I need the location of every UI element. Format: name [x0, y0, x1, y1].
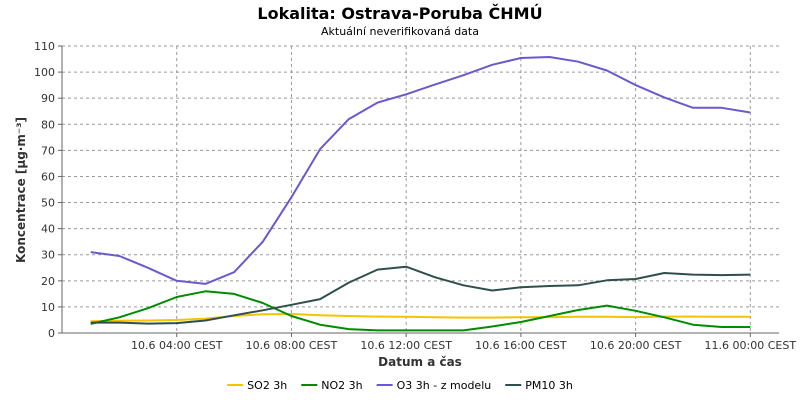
x-tick-label: 10.6 04:00 CEST [131, 339, 223, 352]
y-tick-label: 60 [41, 170, 55, 183]
legend-label-so2: SO2 3h [247, 379, 287, 392]
y-tick-label: 70 [41, 144, 55, 157]
y-tick-label: 50 [41, 197, 55, 210]
x-tick-label: 10.6 20:00 CEST [590, 339, 682, 352]
y-tick-label: 30 [41, 249, 55, 262]
legend-label-no2: NO2 3h [321, 379, 362, 392]
x-tick-label: 11.6 00:00 CEST [705, 339, 797, 352]
legend-label-o3: O3 3h - z modelu [397, 379, 492, 392]
legend: SO2 3h NO2 3h O3 3h - z modelu PM10 3h [227, 379, 573, 392]
y-tick-label: 110 [34, 40, 55, 53]
y-tick-label: 0 [48, 327, 55, 340]
series-line-so2 [90, 313, 751, 323]
y-tick-label: 80 [41, 118, 55, 131]
y-axis-label: Koncentrace [µg·m⁻³] [14, 117, 28, 263]
x-axis-label: Datum a čas [378, 355, 462, 369]
legend-label-pm10: PM10 3h [525, 379, 573, 392]
series-layer [90, 56, 751, 332]
y-tick-label: 10 [41, 301, 55, 314]
y-tick-label: 90 [41, 92, 55, 105]
x-tick-labels: 10.6 04:00 CEST 10.6 08:00 CEST 10.6 12:00… [131, 339, 796, 352]
y-tick-label: 100 [34, 66, 55, 79]
chart-title: Lokalita: Ostrava-Poruba ČHMÚ [257, 4, 542, 23]
x-tick-label: 10.6 16:00 CEST [475, 339, 567, 352]
x-tick-label: 10.6 08:00 CEST [246, 339, 338, 352]
chart-subtitle: Aktuální neverifikovaná data [321, 25, 479, 38]
axis-layer [61, 46, 779, 334]
plot-area [62, 46, 779, 333]
y-tick-label: 40 [41, 223, 55, 236]
series-line-pm10 [90, 265, 751, 325]
y-tick-labels: 0 10 20 30 40 50 60 70 80 90 100 110 [34, 40, 55, 340]
grid-layer [58, 45, 779, 337]
y-tick-label: 20 [41, 275, 55, 288]
series-line-o3 [90, 56, 751, 285]
series-line-no2 [90, 290, 751, 332]
x-tick-label: 10.6 12:00 CEST [360, 339, 452, 352]
